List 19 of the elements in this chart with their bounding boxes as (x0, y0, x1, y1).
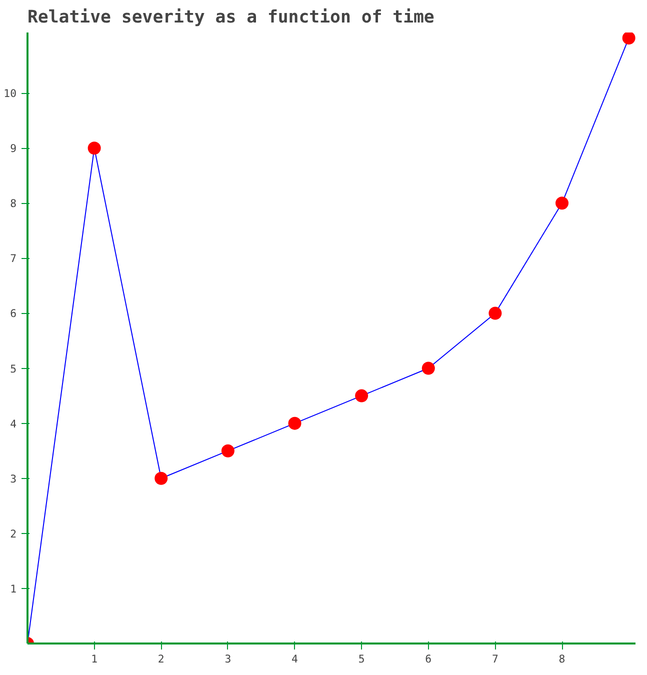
chart-title: Relative severity as a function of time (28, 8, 434, 28)
x-tick-label: 4 (292, 652, 298, 666)
x-tick-label: 8 (558, 652, 566, 666)
y-tick-label: 6 (10, 307, 17, 320)
y-tick-label: 7 (10, 252, 17, 266)
y-tick-label: 1 (10, 582, 17, 596)
y-tick-label: 2 (10, 527, 17, 540)
x-tick-label: 7 (492, 652, 498, 666)
x-tick-label: 3 (224, 652, 232, 666)
y-tick-label: 4 (10, 417, 17, 430)
y-tick-label: 8 (10, 197, 17, 210)
y-tick-label: 3 (10, 472, 17, 486)
x-tick-label: 1 (91, 652, 98, 666)
x-tick-label: 6 (425, 652, 432, 666)
x-tick-label: 2 (158, 652, 164, 666)
x-tick-label: 5 (358, 652, 365, 666)
y-tick-label: 5 (10, 362, 17, 376)
y-tick-label: 9 (10, 142, 17, 156)
y-tick-label: 10 (4, 87, 17, 100)
